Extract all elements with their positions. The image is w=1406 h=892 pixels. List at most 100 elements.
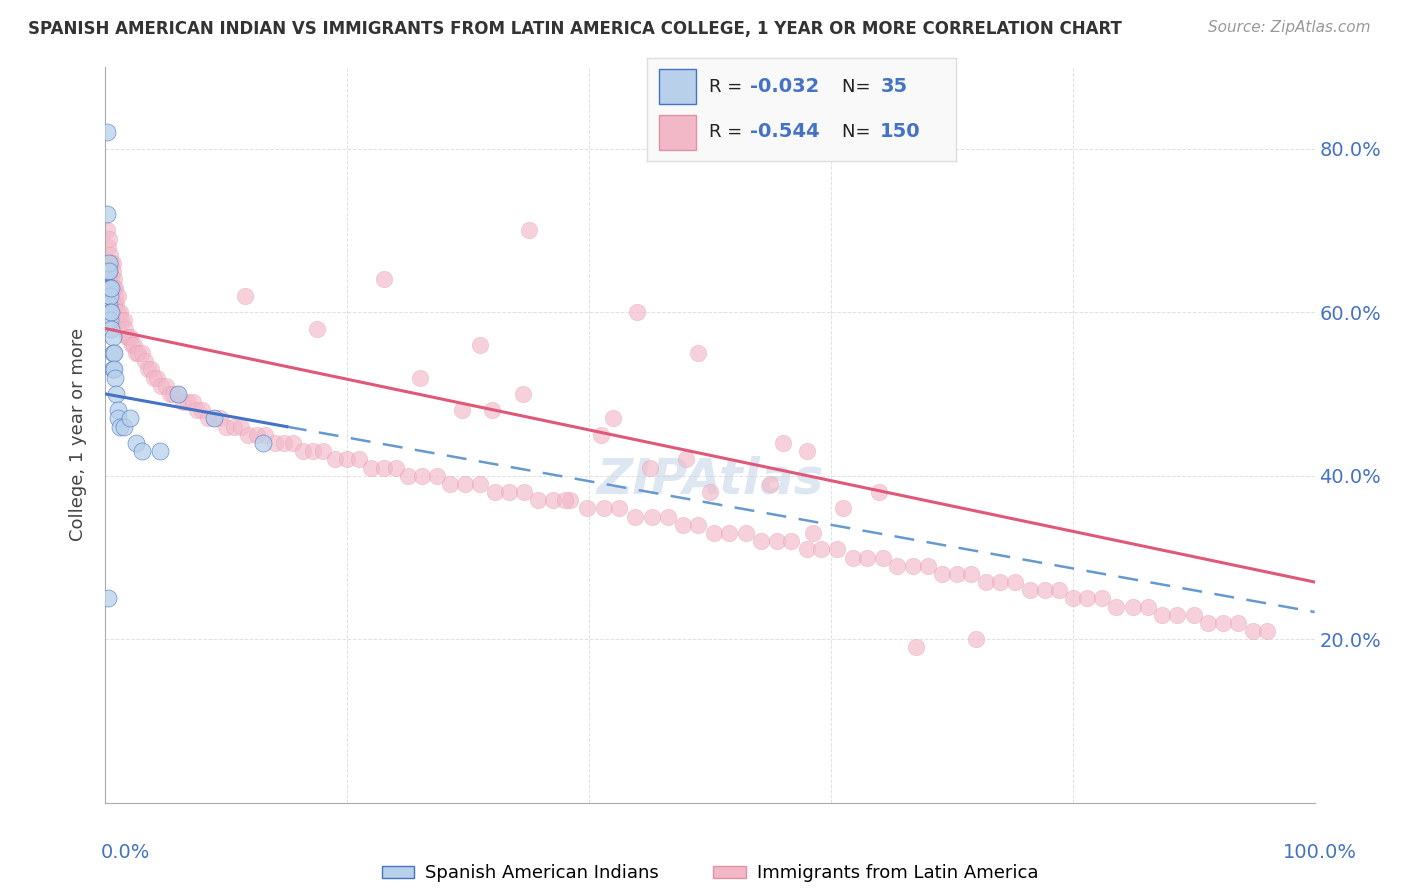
Point bbox=[384, 460, 406, 475]
Point bbox=[307, 321, 329, 335]
Point bbox=[1166, 607, 1188, 622]
Point bbox=[186, 403, 208, 417]
Point bbox=[281, 436, 304, 450]
Point bbox=[118, 411, 141, 425]
Point bbox=[101, 280, 124, 294]
Point bbox=[675, 452, 697, 467]
Point bbox=[191, 403, 214, 417]
Text: N=: N= bbox=[842, 78, 876, 95]
Point bbox=[513, 485, 536, 500]
Point bbox=[718, 525, 741, 540]
Point bbox=[103, 346, 125, 360]
Point bbox=[131, 346, 153, 360]
Point bbox=[856, 550, 879, 565]
Point bbox=[104, 370, 127, 384]
Point bbox=[960, 566, 983, 581]
Point bbox=[103, 280, 125, 294]
Point bbox=[759, 476, 782, 491]
Text: 0.0%: 0.0% bbox=[101, 843, 150, 862]
Point bbox=[796, 444, 818, 458]
Point bbox=[558, 493, 581, 508]
Point bbox=[484, 485, 506, 500]
Legend: Spanish American Indians, Immigrants from Latin America: Spanish American Indians, Immigrants fro… bbox=[375, 857, 1045, 889]
Point bbox=[273, 436, 295, 450]
Point bbox=[780, 534, 803, 549]
Point bbox=[626, 305, 648, 319]
Point bbox=[98, 264, 121, 278]
Point bbox=[98, 305, 121, 319]
Point bbox=[638, 460, 661, 475]
Point bbox=[97, 280, 120, 294]
Point bbox=[1004, 574, 1026, 589]
Point bbox=[641, 509, 664, 524]
Point bbox=[904, 640, 927, 655]
Point bbox=[162, 387, 184, 401]
Point bbox=[931, 566, 953, 581]
Point bbox=[107, 313, 129, 327]
Point bbox=[100, 280, 122, 294]
Point bbox=[409, 370, 432, 384]
Point bbox=[527, 493, 550, 508]
Point bbox=[772, 436, 794, 450]
Point bbox=[373, 460, 395, 475]
Point bbox=[101, 362, 124, 376]
Point bbox=[222, 419, 245, 434]
Point bbox=[107, 289, 129, 303]
Point bbox=[97, 591, 120, 606]
Point bbox=[1076, 591, 1098, 606]
Point bbox=[101, 346, 124, 360]
Point bbox=[686, 346, 709, 360]
Text: 100.0%: 100.0% bbox=[1282, 843, 1357, 862]
Point bbox=[624, 509, 647, 524]
Point bbox=[101, 256, 124, 270]
Point bbox=[131, 444, 153, 458]
Point bbox=[609, 501, 631, 516]
Point bbox=[96, 207, 118, 221]
Point bbox=[1256, 624, 1278, 639]
Point bbox=[965, 632, 987, 647]
Point bbox=[97, 264, 120, 278]
Point bbox=[101, 264, 124, 278]
Point bbox=[498, 485, 520, 500]
Point bbox=[246, 427, 269, 442]
Point bbox=[97, 297, 120, 311]
Text: Source: ZipAtlas.com: Source: ZipAtlas.com bbox=[1208, 20, 1371, 35]
Point bbox=[312, 444, 335, 458]
Point bbox=[100, 256, 122, 270]
Point bbox=[602, 411, 624, 425]
Point bbox=[411, 468, 433, 483]
Point bbox=[470, 338, 492, 352]
Point bbox=[974, 574, 997, 589]
Point bbox=[101, 330, 124, 344]
Point bbox=[1122, 599, 1144, 614]
Point bbox=[323, 452, 346, 467]
Point bbox=[103, 297, 125, 311]
Point bbox=[703, 525, 725, 540]
Text: ZIPAtlas: ZIPAtlas bbox=[596, 455, 824, 503]
Point bbox=[554, 493, 576, 508]
Text: N=: N= bbox=[842, 123, 876, 141]
Text: R =: R = bbox=[709, 123, 748, 141]
Point bbox=[98, 248, 121, 262]
Point bbox=[98, 313, 121, 327]
Point bbox=[1182, 607, 1205, 622]
Point bbox=[103, 362, 125, 376]
Point bbox=[396, 468, 419, 483]
Point bbox=[336, 452, 359, 467]
Point bbox=[176, 395, 198, 409]
Point bbox=[104, 289, 127, 303]
Point bbox=[1197, 615, 1219, 630]
Point bbox=[98, 264, 121, 278]
Point bbox=[236, 427, 259, 442]
Point bbox=[810, 542, 832, 557]
Point bbox=[103, 272, 125, 286]
Point bbox=[114, 321, 136, 335]
Point bbox=[108, 305, 131, 319]
Point bbox=[233, 289, 256, 303]
Point bbox=[159, 387, 181, 401]
Point bbox=[127, 346, 149, 360]
Point bbox=[686, 517, 709, 532]
Point bbox=[360, 460, 382, 475]
Point bbox=[118, 330, 141, 344]
Point bbox=[96, 125, 118, 139]
